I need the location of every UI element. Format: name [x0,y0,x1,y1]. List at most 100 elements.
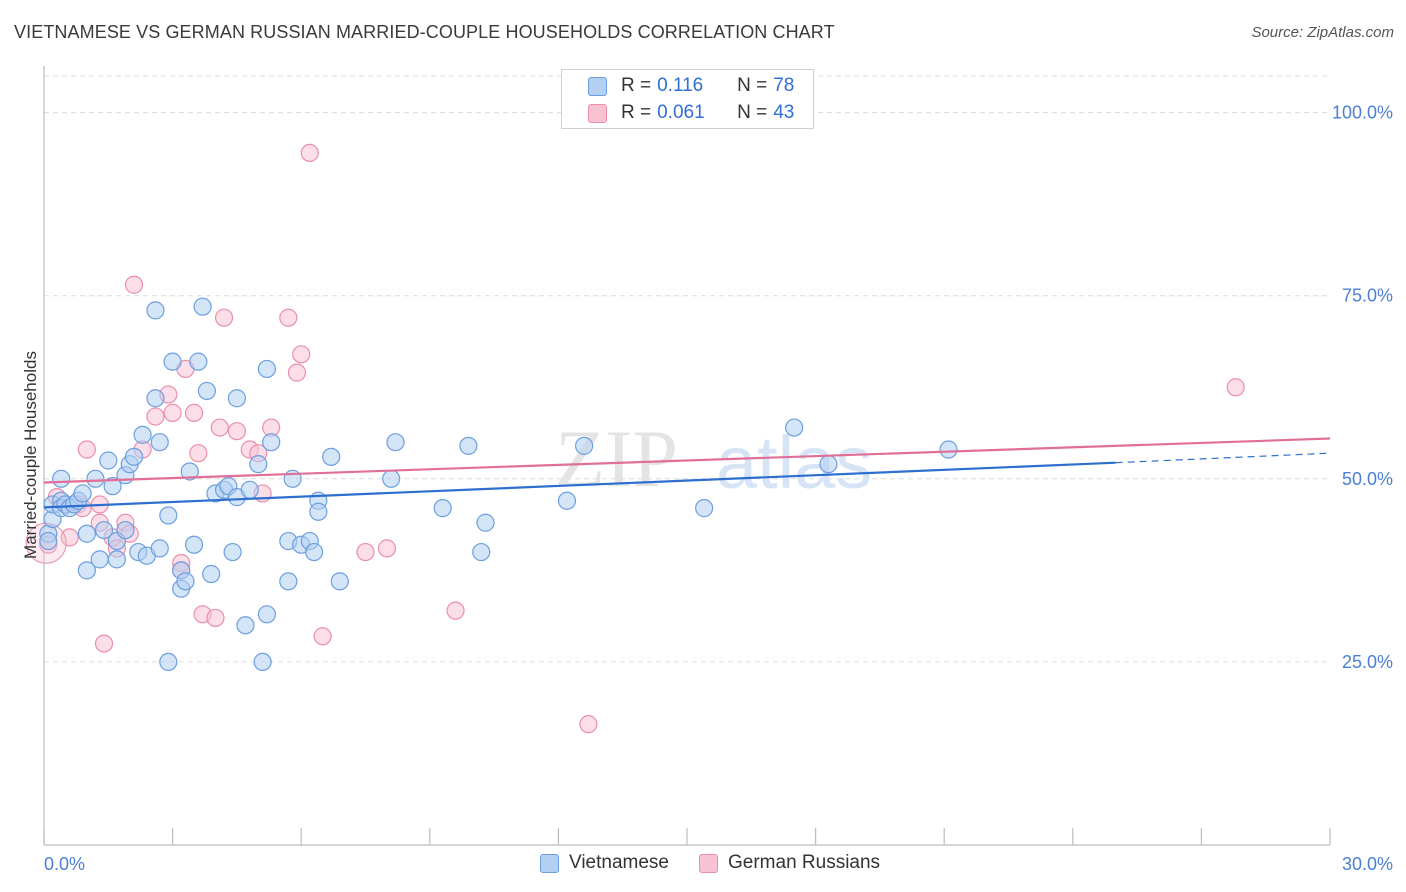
vietnamese-point [193,297,212,316]
stats-row-vietnamese: R = 0.116 N = 78 [588,73,794,99]
vietnamese-point [77,524,96,543]
german-russians-point [60,528,79,547]
vietnamese-point [150,539,169,558]
vietnamese-point [939,440,958,459]
vietnamese-point [459,436,478,455]
x-tick-label: 30.0% [1342,854,1393,874]
y-axis-label: Married-couple Households [21,351,40,559]
german-russians-point [287,363,307,382]
german-russians-point [214,308,234,327]
vietnamese-points [39,297,958,672]
german-russians-point [184,403,204,422]
vietnamese-point [575,436,594,455]
german-russians-point [579,715,598,734]
german-russians-point [94,634,114,653]
watermark: ZIP atlas [555,413,872,504]
vietnamese-trend-line [43,461,1116,509]
x-tick-label: 0.0% [44,854,85,874]
german-russians-point [377,539,397,558]
vietnamese-swatch [540,853,559,873]
n-value: 43 [773,102,795,123]
r-label: R = [621,75,652,96]
trend-lines [43,437,1331,509]
vietnamese-point [146,301,165,320]
n-label: N = [737,75,768,96]
vietnamese-point [133,425,152,444]
german-russians-point [146,407,165,426]
vietnamese-point [99,451,118,470]
german-russians-point [279,308,298,327]
vietnamese-point [107,550,126,569]
vietnamese-point [197,381,216,401]
german-russians-point [163,403,182,422]
german-russians-point [356,542,375,562]
german-russians-point [300,143,319,162]
vietnamese-trend-extension [1115,452,1331,464]
german-russians-point [210,418,229,437]
vietnamese-point [236,616,255,635]
vietnamese-point [785,418,804,437]
vietnamese-point [476,513,495,532]
vietnamese-point [77,561,96,580]
n-label: N = [737,102,768,123]
vietnamese-point [73,484,92,503]
y-tick-label: 25.0% [1342,652,1393,672]
vietnamese-point [386,433,405,452]
series-legend: Vietnamese German Russians [540,852,910,874]
vietnamese-point [163,352,182,371]
chart-title: VIETNAMESE VS GERMAN RUSSIAN MARRIED-COU… [14,22,835,42]
vietnamese-point [52,469,71,488]
vietnamese-point [382,469,401,488]
vietnamese-point [819,455,838,474]
vietnamese-point [257,359,277,379]
vietnamese-point [159,652,178,672]
vietnamese-point [249,455,268,474]
vietnamese-point [557,491,577,510]
axes [43,66,1331,846]
y-tick-label: 100.0% [1332,103,1393,123]
legend-label: Vietnamese [569,852,669,873]
vietnamese-swatch [588,76,607,96]
vietnamese-point [124,447,144,466]
german-russians-point [189,444,208,463]
vietnamese-point [472,542,491,562]
german-russians-point [227,422,246,441]
legend-item-vietnamese[interactable]: Vietnamese [540,852,669,874]
legend-item-german-russians[interactable]: German Russians [699,852,880,874]
vietnamese-point [304,542,324,562]
german-russians-point [124,275,144,294]
watermark-zip: ZIP [555,413,678,504]
vietnamese-point [150,433,169,452]
tick-labels: 25.0% 50.0% 75.0% 100.0% 0.0% 30.0% [44,103,1393,874]
vietnamese-point [279,572,298,591]
vietnamese-point [227,389,246,408]
vietnamese-point [86,469,105,488]
vietnamese-point [146,389,165,408]
vietnamese-point [433,499,452,518]
german-russians-point [446,601,465,620]
vietnamese-point [103,477,122,496]
vietnamese-point [309,502,328,521]
grid-lines [44,75,1330,663]
vietnamese-point [262,433,281,452]
german-russians-point [77,440,96,459]
source-label: Source: ZipAtlas.com [1251,24,1394,41]
vietnamese-point [223,542,242,562]
german-russians-swatch [588,103,607,123]
german-russians-point [313,627,332,646]
vietnamese-point [184,535,204,554]
vietnamese-point [695,499,714,518]
y-tick-label: 50.0% [1342,469,1393,489]
vietnamese-point [94,520,114,540]
vietnamese-point [39,531,58,551]
german-russians-trend-line [43,437,1331,484]
vietnamese-point [90,550,109,569]
vietnamese-point [202,564,221,584]
vietnamese-point [180,462,199,481]
german-russians-point [1226,378,1245,397]
r-label: R = [621,102,652,123]
r-value: 0.116 [657,75,704,96]
vietnamese-point [322,447,341,466]
german-russians-swatch [699,853,718,873]
